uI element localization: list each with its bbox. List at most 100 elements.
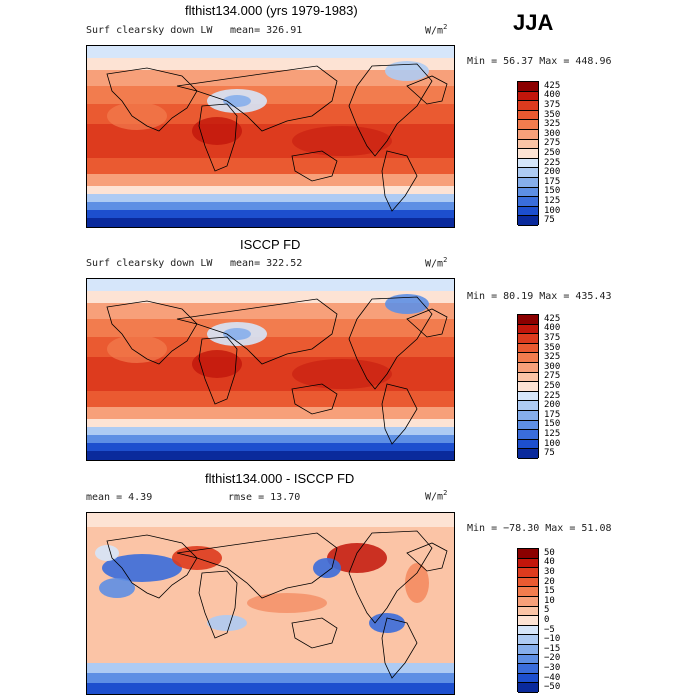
field-blob xyxy=(385,294,429,314)
field-band xyxy=(87,451,454,460)
colorbar-swatch xyxy=(518,91,538,102)
colorbar-tick-label: 100 xyxy=(544,205,561,216)
panel3-colorbar xyxy=(517,548,539,693)
coastline xyxy=(406,75,448,105)
field-blob xyxy=(247,593,327,613)
coastline xyxy=(176,298,338,365)
field-band xyxy=(87,46,454,58)
colorbar-tick-label: 375 xyxy=(544,333,561,343)
colorbar-tick-label: 400 xyxy=(544,323,561,334)
field-blob xyxy=(313,558,341,578)
colorbar-tick-label: 100 xyxy=(544,438,561,449)
colorbar-swatch xyxy=(518,439,538,450)
colorbar-swatch xyxy=(518,558,538,569)
panel1-title: flthist134.000 (yrs 1979-1983) xyxy=(185,3,358,18)
colorbar-tick-label: −15 xyxy=(544,643,561,654)
field-band xyxy=(87,337,454,357)
colorbar-tick-label: −50 xyxy=(544,682,561,693)
colorbar-swatch xyxy=(518,177,538,188)
colorbar-tick-label: 300 xyxy=(544,361,561,372)
field-band xyxy=(87,319,454,337)
field-blob xyxy=(327,543,387,573)
colorbar-swatch xyxy=(518,673,538,684)
panel1-mean: mean= 326.91 xyxy=(230,25,303,36)
field-blob xyxy=(192,350,242,378)
colorbar-tick-label: −30 xyxy=(544,663,561,673)
coastline xyxy=(406,308,448,338)
colorbar-swatch xyxy=(518,577,538,588)
coastline xyxy=(106,534,198,599)
panel2-units: W/m2 xyxy=(425,256,448,270)
coastline xyxy=(106,300,198,365)
field-band xyxy=(87,303,454,319)
field-band xyxy=(87,513,454,527)
coastline xyxy=(348,63,433,157)
colorbar-swatch xyxy=(518,625,538,636)
colorbar-swatch xyxy=(518,334,538,344)
coastline xyxy=(198,570,238,639)
field-blob xyxy=(95,545,119,561)
field-blob xyxy=(107,335,167,363)
panel3-map-field xyxy=(87,513,454,694)
colorbar-tick-label: 300 xyxy=(544,128,561,139)
colorbar-tick-label: 250 xyxy=(544,148,561,158)
colorbar-swatch xyxy=(518,362,538,373)
panel1-colorbar xyxy=(517,81,539,226)
coastline xyxy=(291,150,338,182)
coastline xyxy=(198,336,238,405)
colorbar-swatch xyxy=(518,372,538,383)
colorbar-swatch xyxy=(518,635,538,645)
field-band xyxy=(87,174,454,186)
colorbar-swatch xyxy=(518,596,538,607)
panel1-map-field xyxy=(87,46,454,227)
colorbar-swatch xyxy=(518,568,538,578)
colorbar-tick-label: 250 xyxy=(544,381,561,391)
field-band xyxy=(87,202,454,210)
season-label: JJA xyxy=(513,10,554,35)
colorbar-tick-label: −5 xyxy=(544,624,555,635)
colorbar-swatch xyxy=(518,420,538,431)
colorbar-tick-label: 350 xyxy=(544,342,561,353)
colorbar-tick-label: 225 xyxy=(544,390,561,401)
field-band xyxy=(87,683,454,694)
field-band xyxy=(87,194,454,202)
coastline xyxy=(348,296,433,390)
colorbar-tick-label: 275 xyxy=(544,371,561,382)
field-blob xyxy=(223,328,251,340)
field-blob xyxy=(102,554,182,582)
colorbar-tick-label: 375 xyxy=(544,100,561,110)
colorbar-tick-label: 200 xyxy=(544,167,561,178)
colorbar-swatch xyxy=(518,587,538,597)
colorbar-swatch xyxy=(518,82,538,92)
coastline xyxy=(198,103,238,172)
colorbar-swatch xyxy=(518,101,538,111)
panel2-map-field xyxy=(87,279,454,460)
colorbar-tick-label: −10 xyxy=(544,634,561,645)
panel2-title: ISCCP FD xyxy=(240,237,301,252)
colorbar-tick-label: 350 xyxy=(544,109,561,120)
panel2-colorbar xyxy=(517,314,539,459)
colorbar-swatch xyxy=(518,149,538,159)
colorbar-tick-label: 125 xyxy=(544,196,561,206)
colorbar-tick-label: 0 xyxy=(544,615,550,625)
colorbar-tick-label: 175 xyxy=(544,176,561,187)
colorbar-swatch xyxy=(518,654,538,665)
coastline xyxy=(406,542,448,572)
field-blob xyxy=(192,117,242,145)
colorbar-swatch xyxy=(518,158,538,169)
colorbar-swatch xyxy=(518,343,538,354)
coastline xyxy=(381,150,418,212)
field-blob xyxy=(369,613,405,633)
panel3-title: flthist134.000 - ISCCP FD xyxy=(205,471,355,486)
coastline xyxy=(176,532,338,599)
colorbar-tick-label: 30 xyxy=(544,567,555,577)
field-band xyxy=(87,70,454,86)
colorbar-tick-label: 425 xyxy=(544,313,561,324)
field-band xyxy=(87,279,454,291)
colorbar-swatch xyxy=(518,129,538,140)
colorbar-swatch xyxy=(518,410,538,421)
panel3-units: W/m2 xyxy=(425,489,448,503)
colorbar-swatch xyxy=(518,382,538,392)
panel1-minmax: Min = 56.37 Max = 448.96 xyxy=(467,56,612,67)
coastline xyxy=(106,67,198,132)
